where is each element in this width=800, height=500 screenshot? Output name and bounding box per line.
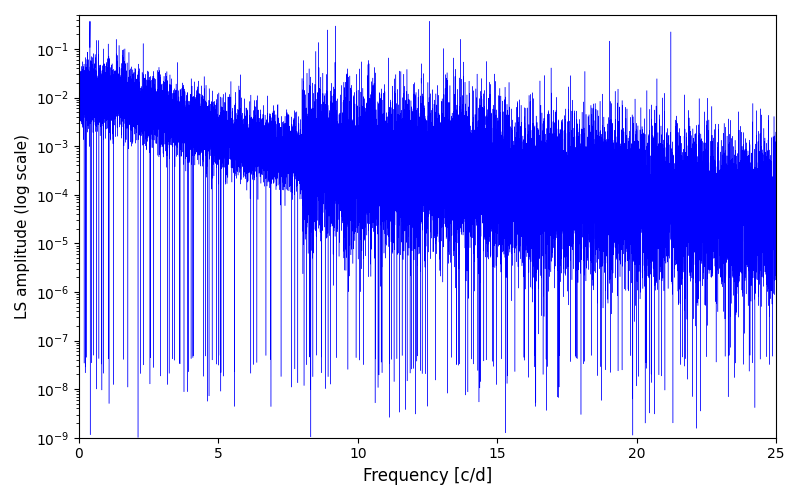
Y-axis label: LS amplitude (log scale): LS amplitude (log scale) bbox=[15, 134, 30, 319]
X-axis label: Frequency [c/d]: Frequency [c/d] bbox=[363, 467, 492, 485]
